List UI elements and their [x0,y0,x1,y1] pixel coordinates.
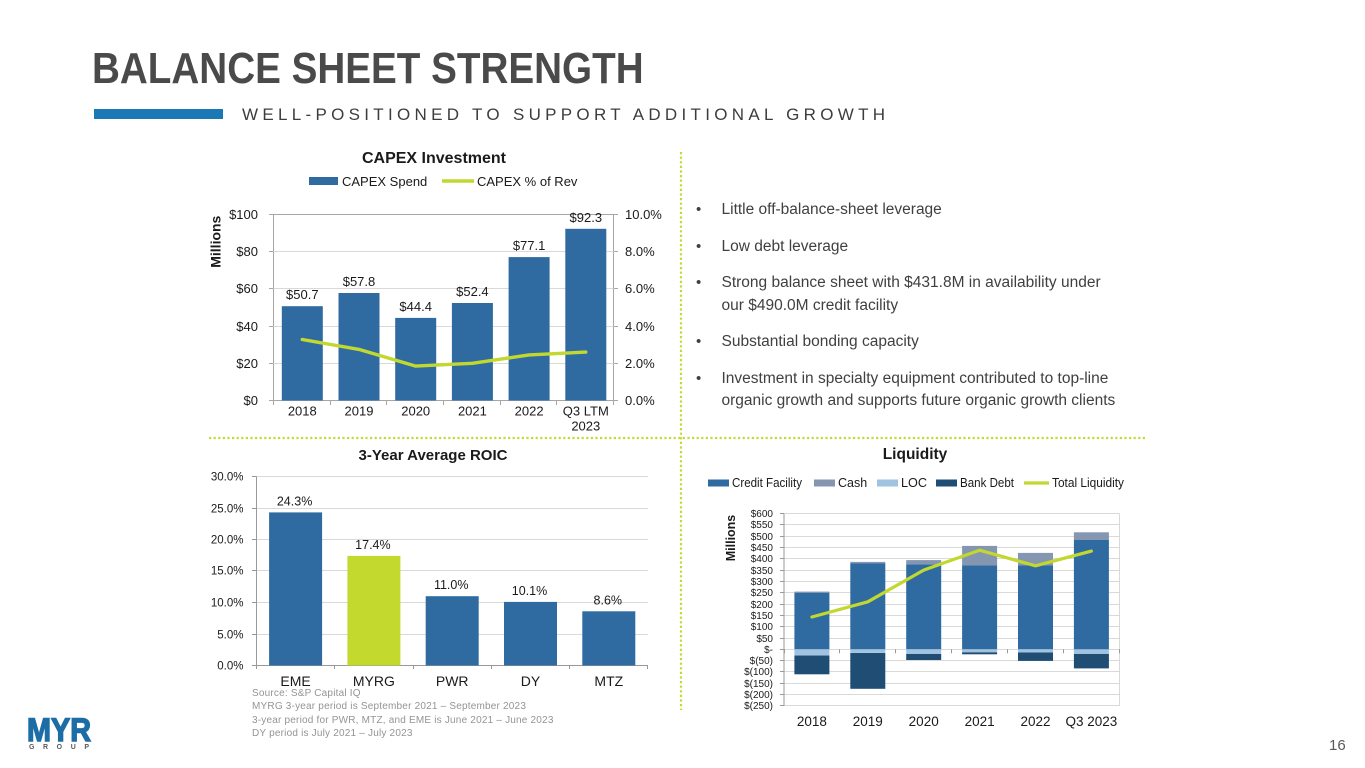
svg-text:$250: $250 [751,588,774,599]
svg-text:DY: DY [521,673,541,689]
svg-text:$(250): $(250) [744,701,773,712]
svg-text:5.0%: 5.0% [217,630,243,642]
svg-text:MYRG: MYRG [353,673,395,689]
svg-text:25.0%: 25.0% [211,504,244,516]
svg-text:8.6%: 8.6% [594,593,623,607]
svg-text:2018: 2018 [797,714,827,729]
svg-text:$92.3: $92.3 [570,210,603,225]
svg-text:10.1%: 10.1% [512,584,547,598]
svg-text:10.0%: 10.0% [625,207,662,222]
svg-text:$350: $350 [751,566,774,577]
svg-text:$80: $80 [236,244,258,259]
svg-text:10.0%: 10.0% [211,598,244,610]
svg-text:2020: 2020 [909,714,939,729]
svg-text:GROUP: GROUP [29,744,89,751]
svg-text:Bank Debt: Bank Debt [960,476,1014,490]
svg-text:17.4%: 17.4% [355,538,390,552]
svg-text:MTZ: MTZ [594,673,623,689]
svg-text:$450: $450 [751,543,774,554]
svg-text:Credit Facility: Credit Facility [732,476,803,490]
svg-text:2023: 2023 [571,419,600,434]
svg-text:Millions: Millions [724,515,738,562]
svg-text:$200: $200 [751,600,774,611]
svg-text:EME: EME [280,673,310,689]
svg-text:4.0%: 4.0% [625,319,655,334]
svg-text:30.0%: 30.0% [211,472,244,484]
svg-text:$40: $40 [236,319,258,334]
svg-text:Q3 2023: Q3 2023 [1066,714,1118,729]
svg-text:2020: 2020 [401,404,430,419]
svg-text:$57.8: $57.8 [343,274,376,289]
svg-text:$550: $550 [751,520,774,531]
svg-text:15.0%: 15.0% [211,566,244,578]
svg-text:$20: $20 [236,356,258,371]
svg-text:MYR: MYR [27,712,91,748]
svg-text:2021: 2021 [965,714,995,729]
svg-text:$(200): $(200) [744,690,773,701]
svg-text:$60: $60 [236,281,258,296]
svg-text:2018: 2018 [288,404,317,419]
svg-text:2019: 2019 [345,404,374,419]
svg-text:8.0%: 8.0% [625,244,655,259]
svg-text:CAPEX Spend: CAPEX Spend [342,174,427,189]
svg-text:$44.4: $44.4 [399,299,432,314]
svg-text:Q3 LTM: Q3 LTM [563,404,609,419]
svg-text:Cash: Cash [838,476,867,490]
svg-text:LOC: LOC [901,476,927,490]
svg-text:24.3%: 24.3% [277,494,312,508]
svg-text:$52.4: $52.4 [456,284,489,299]
svg-text:PWR: PWR [436,673,469,689]
svg-text:$150: $150 [751,611,774,622]
svg-text:0.0%: 0.0% [625,393,655,408]
svg-text:0.0%: 0.0% [217,661,243,673]
svg-text:2019: 2019 [853,714,883,729]
svg-text:$50: $50 [756,634,773,645]
svg-text:$500: $500 [751,532,774,543]
svg-text:$400: $400 [751,554,774,565]
svg-text:$600: $600 [751,509,774,520]
svg-text:Liquidity: Liquidity [883,446,948,463]
svg-text:$-: $- [764,645,773,656]
svg-text:2021: 2021 [458,404,487,419]
svg-text:2022: 2022 [1020,714,1050,729]
svg-text:20.0%: 20.0% [211,535,244,547]
svg-text:$(150): $(150) [744,679,773,690]
svg-text:$(100): $(100) [744,667,773,678]
svg-text:$300: $300 [751,577,774,588]
svg-text:$0: $0 [244,393,258,408]
svg-text:$(50): $(50) [750,656,773,667]
svg-text:CAPEX Investment: CAPEX Investment [362,150,507,167]
svg-text:Millions: Millions [208,215,224,267]
svg-text:Total Liquidity: Total Liquidity [1052,476,1125,490]
svg-text:6.0%: 6.0% [625,281,655,296]
svg-text:2022: 2022 [515,404,544,419]
svg-text:CAPEX % of Rev: CAPEX % of Rev [477,174,578,189]
svg-text:$50.7: $50.7 [286,287,319,302]
svg-text:$100: $100 [751,622,774,633]
svg-text:11.0%: 11.0% [434,578,469,592]
svg-text:2.0%: 2.0% [625,356,655,371]
svg-text:3-Year Average ROIC: 3-Year Average ROIC [359,447,508,464]
svg-text:$100: $100 [229,207,258,222]
svg-text:$77.1: $77.1 [513,238,546,253]
